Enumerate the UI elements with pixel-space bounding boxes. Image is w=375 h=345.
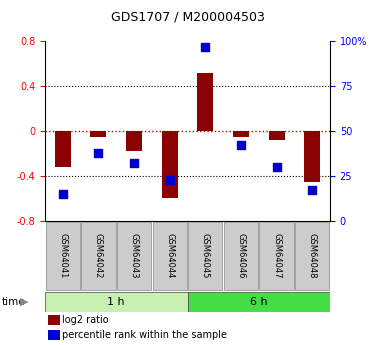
Text: GSM64045: GSM64045 — [201, 234, 210, 279]
Text: percentile rank within the sample: percentile rank within the sample — [62, 330, 227, 340]
Bar — [46, 222, 80, 290]
Point — [309, 188, 315, 193]
Point — [131, 161, 137, 166]
Text: GSM64046: GSM64046 — [236, 234, 245, 279]
Point — [238, 143, 244, 148]
Bar — [224, 222, 258, 290]
Bar — [268, 131, 285, 140]
Bar — [81, 222, 116, 290]
Text: GSM64043: GSM64043 — [130, 234, 139, 279]
Text: ▶: ▶ — [20, 297, 28, 307]
Text: GSM64044: GSM64044 — [165, 234, 174, 279]
Bar — [90, 131, 106, 137]
Text: log2 ratio: log2 ratio — [62, 315, 108, 325]
Bar — [260, 222, 294, 290]
Point — [166, 177, 172, 182]
Point — [95, 150, 101, 155]
Text: time: time — [2, 297, 26, 307]
Bar — [233, 131, 249, 137]
Text: 6 h: 6 h — [250, 297, 268, 307]
Text: 1 h: 1 h — [107, 297, 125, 307]
Bar — [304, 131, 320, 181]
Point — [273, 164, 279, 170]
Text: GSM64048: GSM64048 — [308, 234, 316, 279]
Text: GDS1707 / M200004503: GDS1707 / M200004503 — [111, 10, 264, 23]
Bar — [188, 222, 222, 290]
Bar — [126, 131, 142, 151]
Text: GSM64042: GSM64042 — [94, 234, 103, 279]
Bar — [153, 222, 187, 290]
Bar — [295, 222, 329, 290]
Bar — [48, 330, 60, 340]
Bar — [117, 222, 151, 290]
Text: GSM64041: GSM64041 — [58, 234, 68, 279]
Bar — [162, 131, 178, 198]
Bar — [197, 73, 213, 131]
Bar — [48, 315, 60, 325]
Bar — [55, 131, 71, 167]
Bar — [188, 292, 330, 312]
Point — [60, 191, 66, 197]
Text: GSM64047: GSM64047 — [272, 234, 281, 279]
Point — [202, 44, 208, 50]
Bar — [45, 292, 188, 312]
